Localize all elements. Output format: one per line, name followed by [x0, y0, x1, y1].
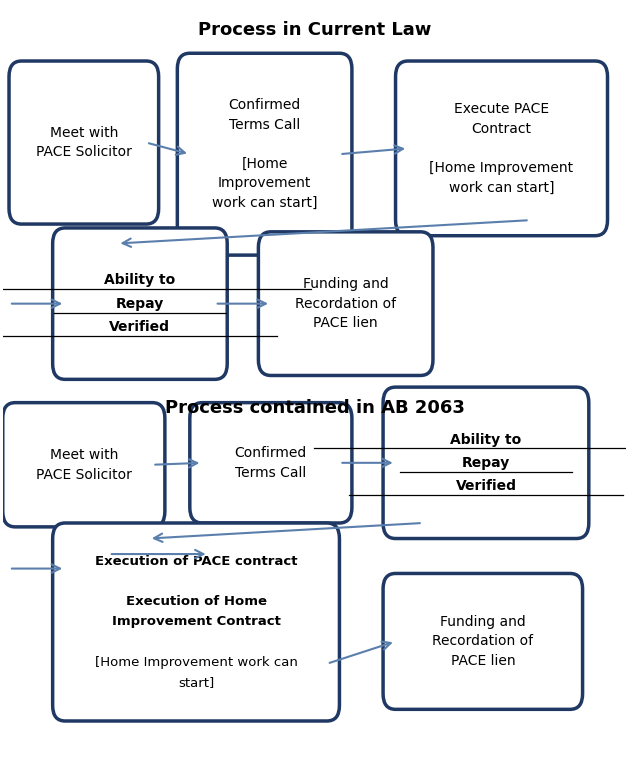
FancyBboxPatch shape — [383, 387, 589, 539]
Text: Confirmed
Terms Call: Confirmed Terms Call — [235, 446, 307, 479]
Text: Execute PACE
Contract

[Home Improvement
work can start]: Execute PACE Contract [Home Improvement … — [430, 102, 574, 195]
FancyBboxPatch shape — [53, 523, 340, 721]
FancyBboxPatch shape — [53, 228, 227, 379]
FancyBboxPatch shape — [383, 573, 582, 709]
Text: start]: start] — [178, 676, 214, 689]
Text: Verified: Verified — [109, 320, 170, 334]
FancyBboxPatch shape — [190, 403, 352, 523]
Text: Repay: Repay — [116, 296, 164, 310]
Text: Confirmed
Terms Call

[Home
Improvement
work can start]: Confirmed Terms Call [Home Improvement w… — [212, 99, 318, 210]
Text: Ability to: Ability to — [450, 432, 521, 447]
Text: Process contained in AB 2063: Process contained in AB 2063 — [165, 399, 464, 417]
Text: Meet with
PACE Solicitor: Meet with PACE Solicitor — [36, 448, 131, 482]
FancyBboxPatch shape — [9, 61, 159, 224]
FancyBboxPatch shape — [3, 403, 165, 527]
Text: Repay: Repay — [462, 456, 510, 470]
FancyBboxPatch shape — [177, 53, 352, 255]
Text: Execution of PACE contract: Execution of PACE contract — [95, 555, 298, 568]
Text: Improvement Contract: Improvement Contract — [111, 615, 281, 629]
Text: Ability to: Ability to — [104, 274, 175, 287]
Text: Process in Current Law: Process in Current Law — [198, 21, 431, 39]
FancyBboxPatch shape — [396, 61, 608, 235]
Text: Verified: Verified — [455, 479, 516, 493]
FancyBboxPatch shape — [259, 231, 433, 375]
Text: [Home Improvement work can: [Home Improvement work can — [94, 656, 298, 669]
Text: Funding and
Recordation of
PACE lien: Funding and Recordation of PACE lien — [295, 277, 396, 330]
Text: Execution of Home: Execution of Home — [126, 595, 267, 608]
Text: Meet with
PACE Solicitor: Meet with PACE Solicitor — [36, 126, 131, 160]
Text: Funding and
Recordation of
PACE lien: Funding and Recordation of PACE lien — [432, 615, 533, 668]
